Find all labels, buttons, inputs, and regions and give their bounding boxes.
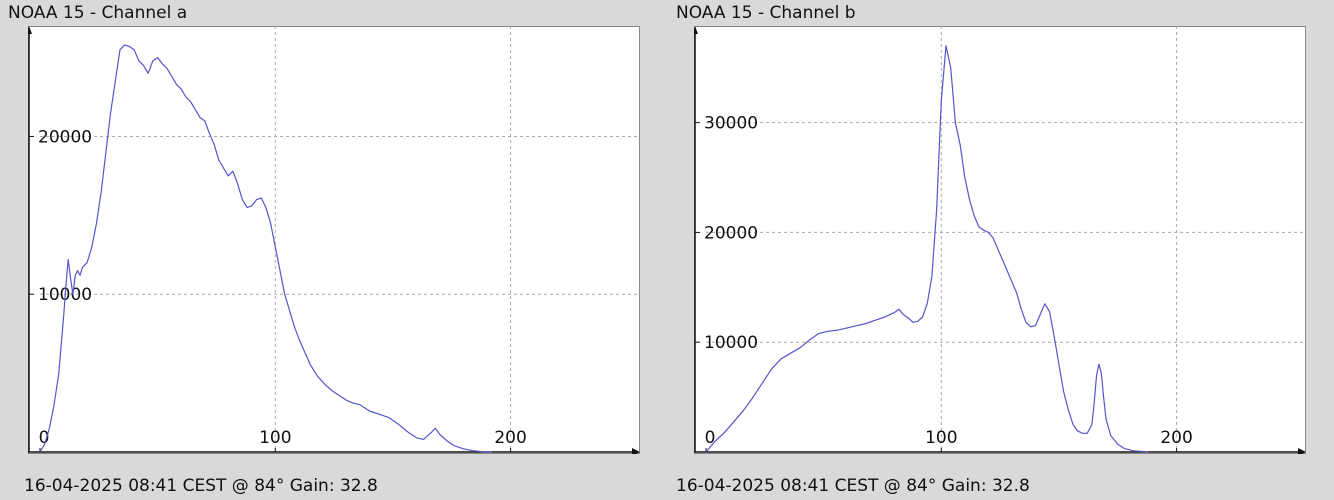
x-tick-label: 100 [925,428,957,448]
y-tick-label: 20000 [38,127,92,147]
x-tick-label: 100 [259,428,291,448]
plot-frame [694,26,1306,454]
x-tick-label: 200 [1160,428,1192,448]
series-line [705,45,1149,453]
line-chart-a: 01002001000020000y-axis [28,26,640,454]
y-tick-label: 30000 [704,114,758,134]
line-chart-b: 0100200100002000030000y-axis [694,26,1306,454]
chart-footer: 16-04-2025 08:41 CEST @ 84° Gain: 32.8 [24,476,378,496]
plot-frame [28,26,640,454]
series-line [39,44,492,453]
x-axis-arrow [632,448,640,454]
x-tick-label: 0 [39,428,50,448]
x-tick-label: 0 [705,428,716,448]
chart-title: NOAA 15 - Channel a [8,3,188,23]
y-tick-label: 20000 [704,223,758,243]
y-tick-label: 10000 [704,333,758,353]
y-axis-arrow [28,26,32,34]
chart-panel-a: NOAA 15 - Channel a 01002001000020000y-a… [8,3,640,496]
x-axis-arrow [1298,448,1306,454]
chart-title: NOAA 15 - Channel b [676,3,856,23]
chart-panel-b: NOAA 15 - Channel b 0 100 200 10000 20000 300… [667,0,1334,500]
chart-footer: 16-04-2025 08:41 CEST @ 84° Gain: 32.8 [676,476,1030,496]
x-tick-label: 200 [494,428,526,448]
y-axis-arrow [694,26,698,34]
